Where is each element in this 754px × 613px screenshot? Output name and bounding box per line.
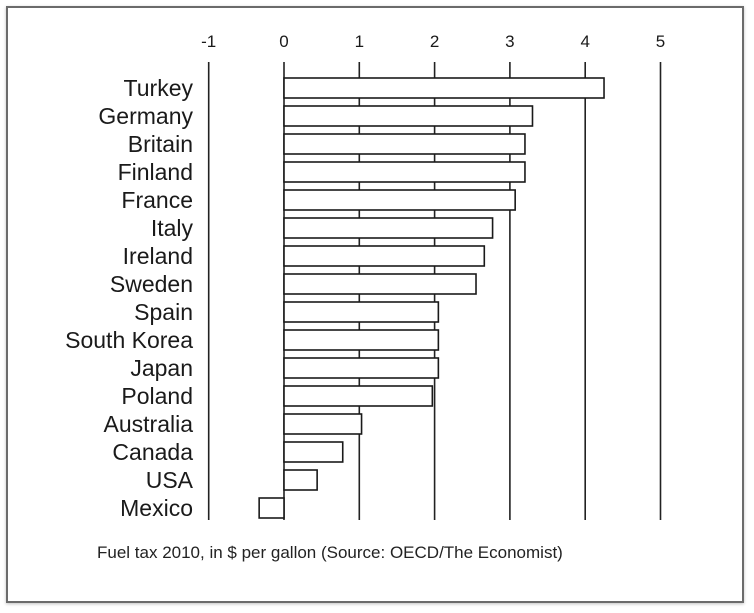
bar (283, 413, 363, 435)
category-label: Britain (128, 131, 193, 157)
bar (283, 329, 440, 351)
category-label: France (121, 187, 193, 213)
bar (283, 441, 344, 463)
category-label: South Korea (65, 327, 193, 353)
bar (283, 357, 440, 379)
x-tick-label: 3 (505, 32, 514, 51)
x-tick-label: 2 (430, 32, 439, 51)
bar (283, 273, 477, 295)
category-label: Sweden (110, 271, 193, 297)
category-label: Canada (112, 439, 193, 465)
x-tick-label: 5 (656, 32, 665, 51)
category-label: Italy (151, 215, 194, 241)
x-tick-label: 0 (279, 32, 288, 51)
x-tick-label: 1 (355, 32, 364, 51)
category-label: Poland (121, 383, 193, 409)
x-tick-label: 4 (580, 32, 589, 51)
x-tick-label: -1 (201, 32, 216, 51)
category-label: Australia (104, 411, 194, 437)
bar (258, 497, 285, 519)
category-label: Ireland (123, 243, 193, 269)
bar (283, 77, 605, 99)
category-label: Germany (98, 103, 193, 129)
bar (283, 189, 516, 211)
chart-caption: Fuel tax 2010, in $ per gallon (Source: … (97, 543, 563, 562)
category-label: USA (146, 467, 194, 493)
bar (283, 301, 440, 323)
bar (283, 105, 534, 127)
bar (283, 217, 494, 239)
category-label: Finland (118, 159, 193, 185)
bar (283, 245, 486, 267)
category-label: Mexico (120, 495, 193, 521)
category-label: Turkey (124, 75, 194, 101)
bar (283, 161, 526, 183)
category-label: Japan (130, 355, 193, 381)
bar (283, 385, 434, 407)
category-label: Spain (134, 299, 193, 325)
bar (283, 133, 526, 155)
bar (283, 469, 318, 491)
